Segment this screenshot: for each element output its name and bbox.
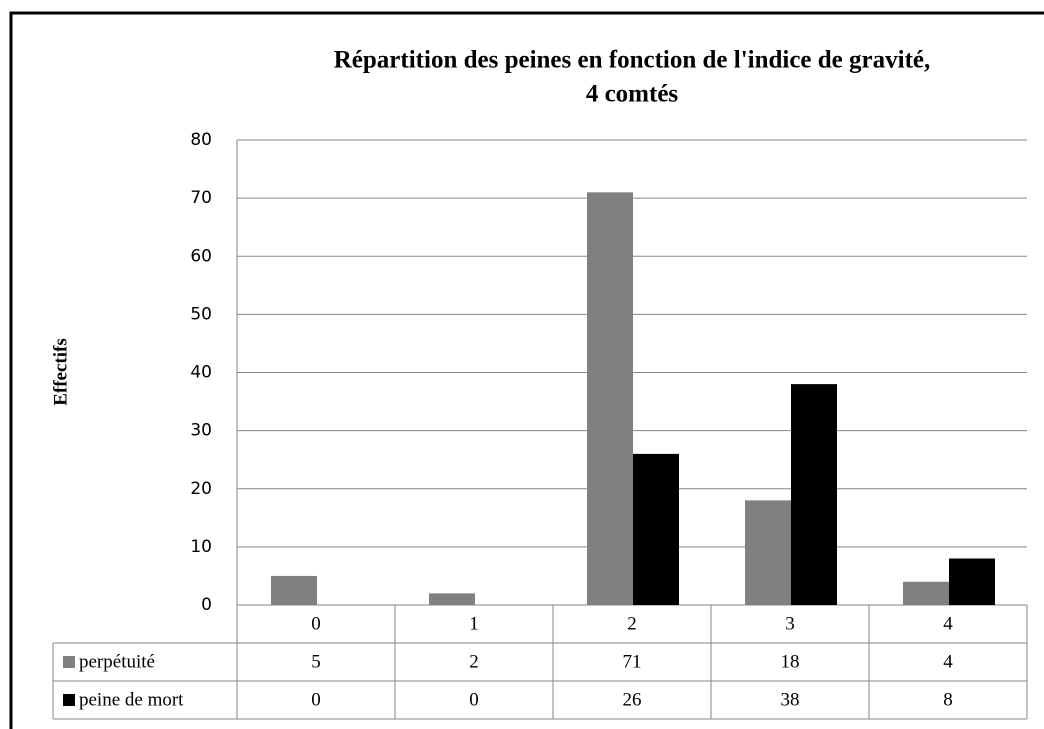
frame (9, 11, 1044, 729)
x-tick-label: 3 (785, 613, 795, 634)
legend-key (63, 694, 75, 706)
x-tick-label: 0 (311, 613, 321, 634)
bar (633, 453, 679, 605)
table-value: 71 (623, 651, 642, 672)
table-value: 38 (781, 689, 800, 710)
bar (745, 500, 791, 605)
table-value: 5 (311, 651, 321, 672)
y-tick-label: 40 (190, 363, 212, 383)
bar (949, 558, 995, 605)
y-axis-label: Effectifs (50, 338, 71, 406)
table-value: 0 (311, 689, 321, 710)
bar (587, 192, 633, 605)
chart-title: Répartition des peines en fonction de l'… (334, 47, 931, 74)
table-value: 26 (623, 689, 642, 710)
y-tick-label: 10 (190, 537, 212, 557)
y-tick-label: 70 (190, 188, 212, 208)
bar (791, 384, 837, 605)
bar (903, 581, 949, 605)
legend-key (63, 656, 75, 668)
y-tick-label: 30 (190, 421, 212, 441)
legend-label: peine de mort (79, 689, 184, 710)
table-value: 8 (943, 689, 953, 710)
y-tick-label: 80 (190, 130, 212, 150)
table-value: 18 (781, 651, 800, 672)
y-tick-label: 0 (201, 595, 212, 615)
y-tick-label: 60 (190, 246, 212, 266)
bar (271, 575, 317, 605)
y-tick-label: 20 (190, 479, 212, 499)
table-value: 4 (943, 651, 953, 672)
x-tick-label: 2 (627, 613, 637, 634)
legend-label: perpétuité (79, 651, 155, 672)
x-tick-label: 4 (943, 613, 953, 634)
chart-subtitle: 4 comtés (586, 81, 679, 108)
y-tick-label: 50 (190, 304, 212, 324)
x-tick-label: 1 (469, 613, 479, 634)
table-value: 2 (469, 651, 479, 672)
bar (429, 593, 475, 605)
table-value: 0 (469, 689, 479, 710)
